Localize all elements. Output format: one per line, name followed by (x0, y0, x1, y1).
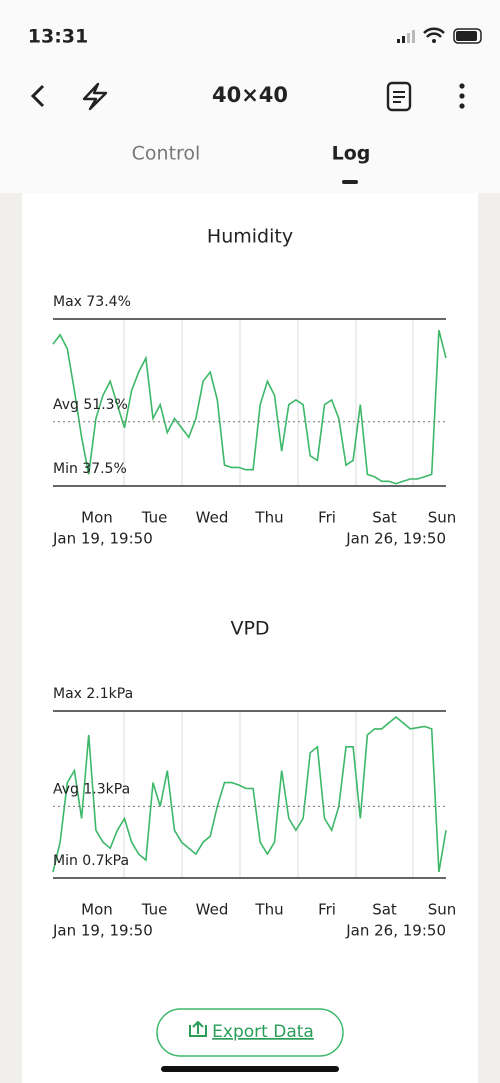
end-label: Jan 26, 19:50 (345, 530, 446, 548)
limit-label: Avg 1.3kPa (53, 781, 130, 797)
limit-label: Avg 51.3% (53, 397, 128, 413)
back-button[interactable] (30, 84, 45, 108)
start-label: Jan 19, 19:50 (52, 530, 153, 548)
export-button[interactable]: Export Data (156, 1008, 344, 1057)
data-line (52, 330, 447, 485)
day-label: Thu (254, 901, 283, 919)
day-label: Tue (141, 509, 168, 527)
more-button[interactable] (459, 83, 465, 109)
status-icons (397, 27, 482, 44)
day-label: Sun (428, 509, 457, 527)
data-line (52, 715, 447, 873)
limit-label: Max 73.4% (53, 294, 131, 310)
tab[interactable]: Control (132, 143, 201, 165)
day-label: Fri (318, 509, 336, 527)
content-card (22, 193, 478, 1083)
chart-title: Humidity (207, 226, 293, 248)
title: 40×40 (212, 83, 288, 107)
export-label[interactable]: Export Data (212, 1022, 314, 1042)
start-label: Jan 19, 19:50 (52, 922, 153, 940)
day-label: Sat (372, 901, 397, 919)
day-label: Mon (81, 901, 113, 919)
limit-label: Min 37.5% (53, 461, 127, 477)
header-bg (0, 0, 500, 193)
day-label: Sun (428, 901, 457, 919)
chart-title: VPD (230, 618, 269, 640)
day-label: Thu (254, 509, 283, 527)
day-label: Sat (372, 509, 397, 527)
tab-indicator (342, 180, 358, 184)
day-label: Wed (196, 509, 229, 527)
day-label: Mon (81, 509, 113, 527)
home-indicator (161, 1066, 339, 1072)
day-label: Tue (141, 901, 168, 919)
limit-label: Min 0.7kPa (53, 853, 129, 869)
time: 13:31 (28, 26, 88, 48)
day-label: Fri (318, 901, 336, 919)
bolt-button[interactable] (82, 82, 108, 111)
limit-label: Max 2.1kPa (53, 686, 133, 702)
notes-button[interactable] (386, 81, 412, 112)
day-label: Wed (196, 901, 229, 919)
tab[interactable]: Log (332, 143, 371, 165)
end-label: Jan 26, 19:50 (345, 922, 446, 940)
